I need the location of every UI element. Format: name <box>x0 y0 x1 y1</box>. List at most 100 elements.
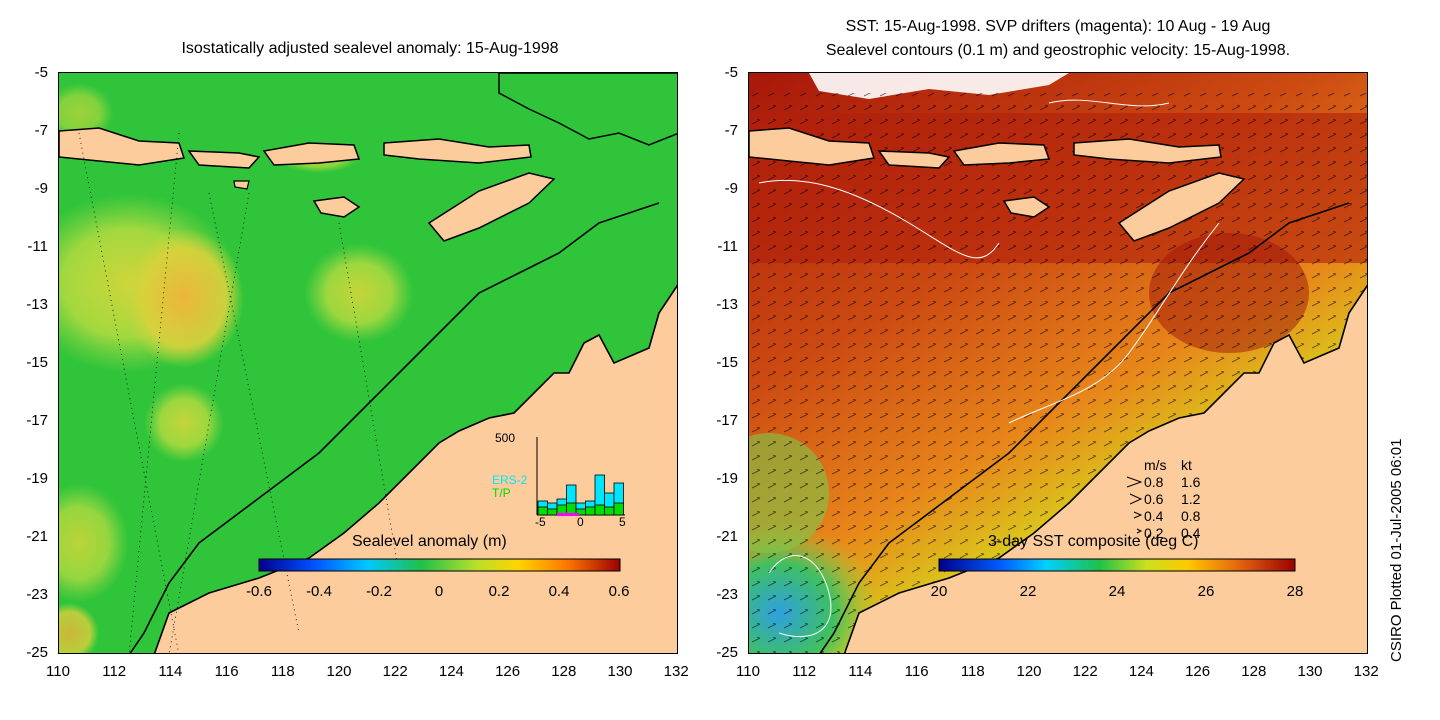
colorbar-tick: 28 <box>1286 583 1304 600</box>
sla-colorbar <box>258 558 621 572</box>
x-axis-tick: 124 <box>438 663 464 680</box>
y-axis-tick: -21 <box>716 528 738 545</box>
sst-map: m/s kt 0.8 1.6 0.6 1.2 0.4 0.8 0.2 0.4 3… <box>748 72 1368 654</box>
y-axis-tick: -23 <box>26 586 48 603</box>
hist-ymax-label: 500 <box>495 431 516 445</box>
y-axis-tick: -5 <box>724 64 738 81</box>
hist-bar-tp <box>585 506 596 516</box>
colorbar-tick: 22 <box>1019 583 1037 600</box>
sealevel-anomaly-map: Sealevel anomaly (m) -0.6 -0.4 -0.2 0 0.2 0.4… <box>58 72 678 654</box>
x-axis-tick: 132 <box>663 663 689 680</box>
y-axis-tick: -13 <box>716 296 738 313</box>
x-axis-tick: 122 <box>1072 663 1098 680</box>
y-axis-tick: -17 <box>716 412 738 429</box>
hist-xtick: 5 <box>619 515 626 529</box>
y-axis-tick: -25 <box>26 644 48 661</box>
sla-blob <box>304 243 414 343</box>
velocity-legend-kt: 0.4 <box>1181 525 1201 541</box>
x-axis-tick: 130 <box>607 663 633 680</box>
x-axis-tick: 126 <box>495 663 521 680</box>
x-axis-tick: 114 <box>848 663 873 680</box>
x-axis-tick: 112 <box>102 663 127 680</box>
colorbar-tick: 20 <box>930 583 948 600</box>
hist-bar-tp <box>613 502 624 516</box>
timor-island <box>1117 172 1246 242</box>
x-axis-tick: 130 <box>1297 663 1323 680</box>
cloud-mask <box>809 73 1069 99</box>
hist-xtick: 0 <box>577 515 584 529</box>
x-axis-tick: 116 <box>904 663 929 680</box>
velocity-legend-ms: 0.8 <box>1144 474 1164 490</box>
legend-tp: T/P <box>492 486 511 500</box>
sumba-island <box>312 196 361 218</box>
bali-lombok-island <box>877 150 951 169</box>
shelf-contour <box>129 202 660 653</box>
sumba-island <box>1002 196 1051 218</box>
velocity-legend-ms: 0.6 <box>1144 491 1164 507</box>
colorbar-tick: 0.4 <box>548 583 570 600</box>
velocity-legend-ms: 0.2 <box>1144 525 1164 541</box>
colorbar-tick: 24 <box>1108 583 1126 600</box>
sealevel-contour <box>1008 222 1220 424</box>
sla-colorbar-title: Sealevel anomaly (m) <box>352 533 507 550</box>
y-axis-tick: -11 <box>27 238 48 255</box>
hist-bar-tp <box>537 506 548 516</box>
x-axis-tick: 120 <box>1016 663 1042 680</box>
y-axis-tick: -21 <box>26 528 48 545</box>
sst-colorbar <box>938 558 1296 572</box>
x-axis-tick: 114 <box>158 663 183 680</box>
right-map-title-line1: SST: 15-Aug-1998. SVP drifters (magenta)… <box>845 18 1271 35</box>
shelf-contour <box>819 202 1350 653</box>
y-axis-tick: -7 <box>724 122 738 139</box>
sealevel-contour <box>1048 99 1170 107</box>
colorbar-tick: 0 <box>434 583 444 600</box>
sealevel-contour <box>768 555 832 638</box>
velocity-legend-arrows <box>1126 476 1143 534</box>
y-axis-tick: -11 <box>717 238 738 255</box>
hist-bar-tp <box>547 508 558 516</box>
sealevel-contour <box>758 179 1000 259</box>
sst-colorbar-title: 3-day SST composite (deg C) <box>988 533 1199 550</box>
velocity-legend-ms: 0.4 <box>1144 508 1164 524</box>
hist-xtick: -5 <box>535 515 546 529</box>
small-island <box>233 180 250 190</box>
y-axis-tick: -15 <box>716 354 738 371</box>
track-histogram <box>536 437 625 516</box>
hist-bar-tp <box>594 504 605 516</box>
track-line <box>78 132 180 653</box>
colorbar-tick: 0.2 <box>488 583 510 600</box>
java-island <box>749 127 875 166</box>
java-island <box>59 127 185 166</box>
plot-credit-caption: CSIRO Plotted 01-Jul-2005 06:01 <box>1388 438 1405 662</box>
y-axis-tick: -19 <box>716 470 738 487</box>
y-axis-tick: -15 <box>26 354 48 371</box>
flores-island <box>383 138 532 164</box>
x-axis-tick: 112 <box>792 663 817 680</box>
north-coast <box>498 73 677 146</box>
sla-blob <box>144 383 224 463</box>
timor-island <box>427 172 556 242</box>
x-axis-tick: 124 <box>1128 663 1154 680</box>
x-axis-tick: 126 <box>1185 663 1211 680</box>
x-axis-tick: 120 <box>326 663 352 680</box>
right-map-title-line2: Sealevel contours (0.1 m) and geostrophi… <box>825 42 1291 59</box>
x-axis-tick: 118 <box>960 663 985 680</box>
velocity-legend-kt: 1.6 <box>1181 474 1201 490</box>
drifter-marker <box>557 513 579 516</box>
left-map-title: Isostatically adjusted sealevel anomaly:… <box>181 40 559 57</box>
y-axis-tick: -17 <box>26 412 48 429</box>
colorbar-tick: 26 <box>1197 583 1215 600</box>
velocity-legend-kt: 1.2 <box>1181 491 1201 507</box>
y-axis-tick: -9 <box>34 180 48 197</box>
x-axis-tick: 128 <box>1241 663 1267 680</box>
x-axis-tick: 110 <box>736 663 760 680</box>
sla-blob <box>59 603 99 653</box>
x-axis-tick: 118 <box>270 663 295 680</box>
velocity-legend-header-kt: kt <box>1181 457 1192 473</box>
colorbar-tick: -0.2 <box>366 583 392 600</box>
x-axis-tick: 122 <box>382 663 408 680</box>
x-axis-tick: 132 <box>1353 663 1379 680</box>
y-axis-tick: -19 <box>26 470 48 487</box>
y-axis-tick: -25 <box>716 644 738 661</box>
colorbar-tick: 0.6 <box>608 583 630 600</box>
